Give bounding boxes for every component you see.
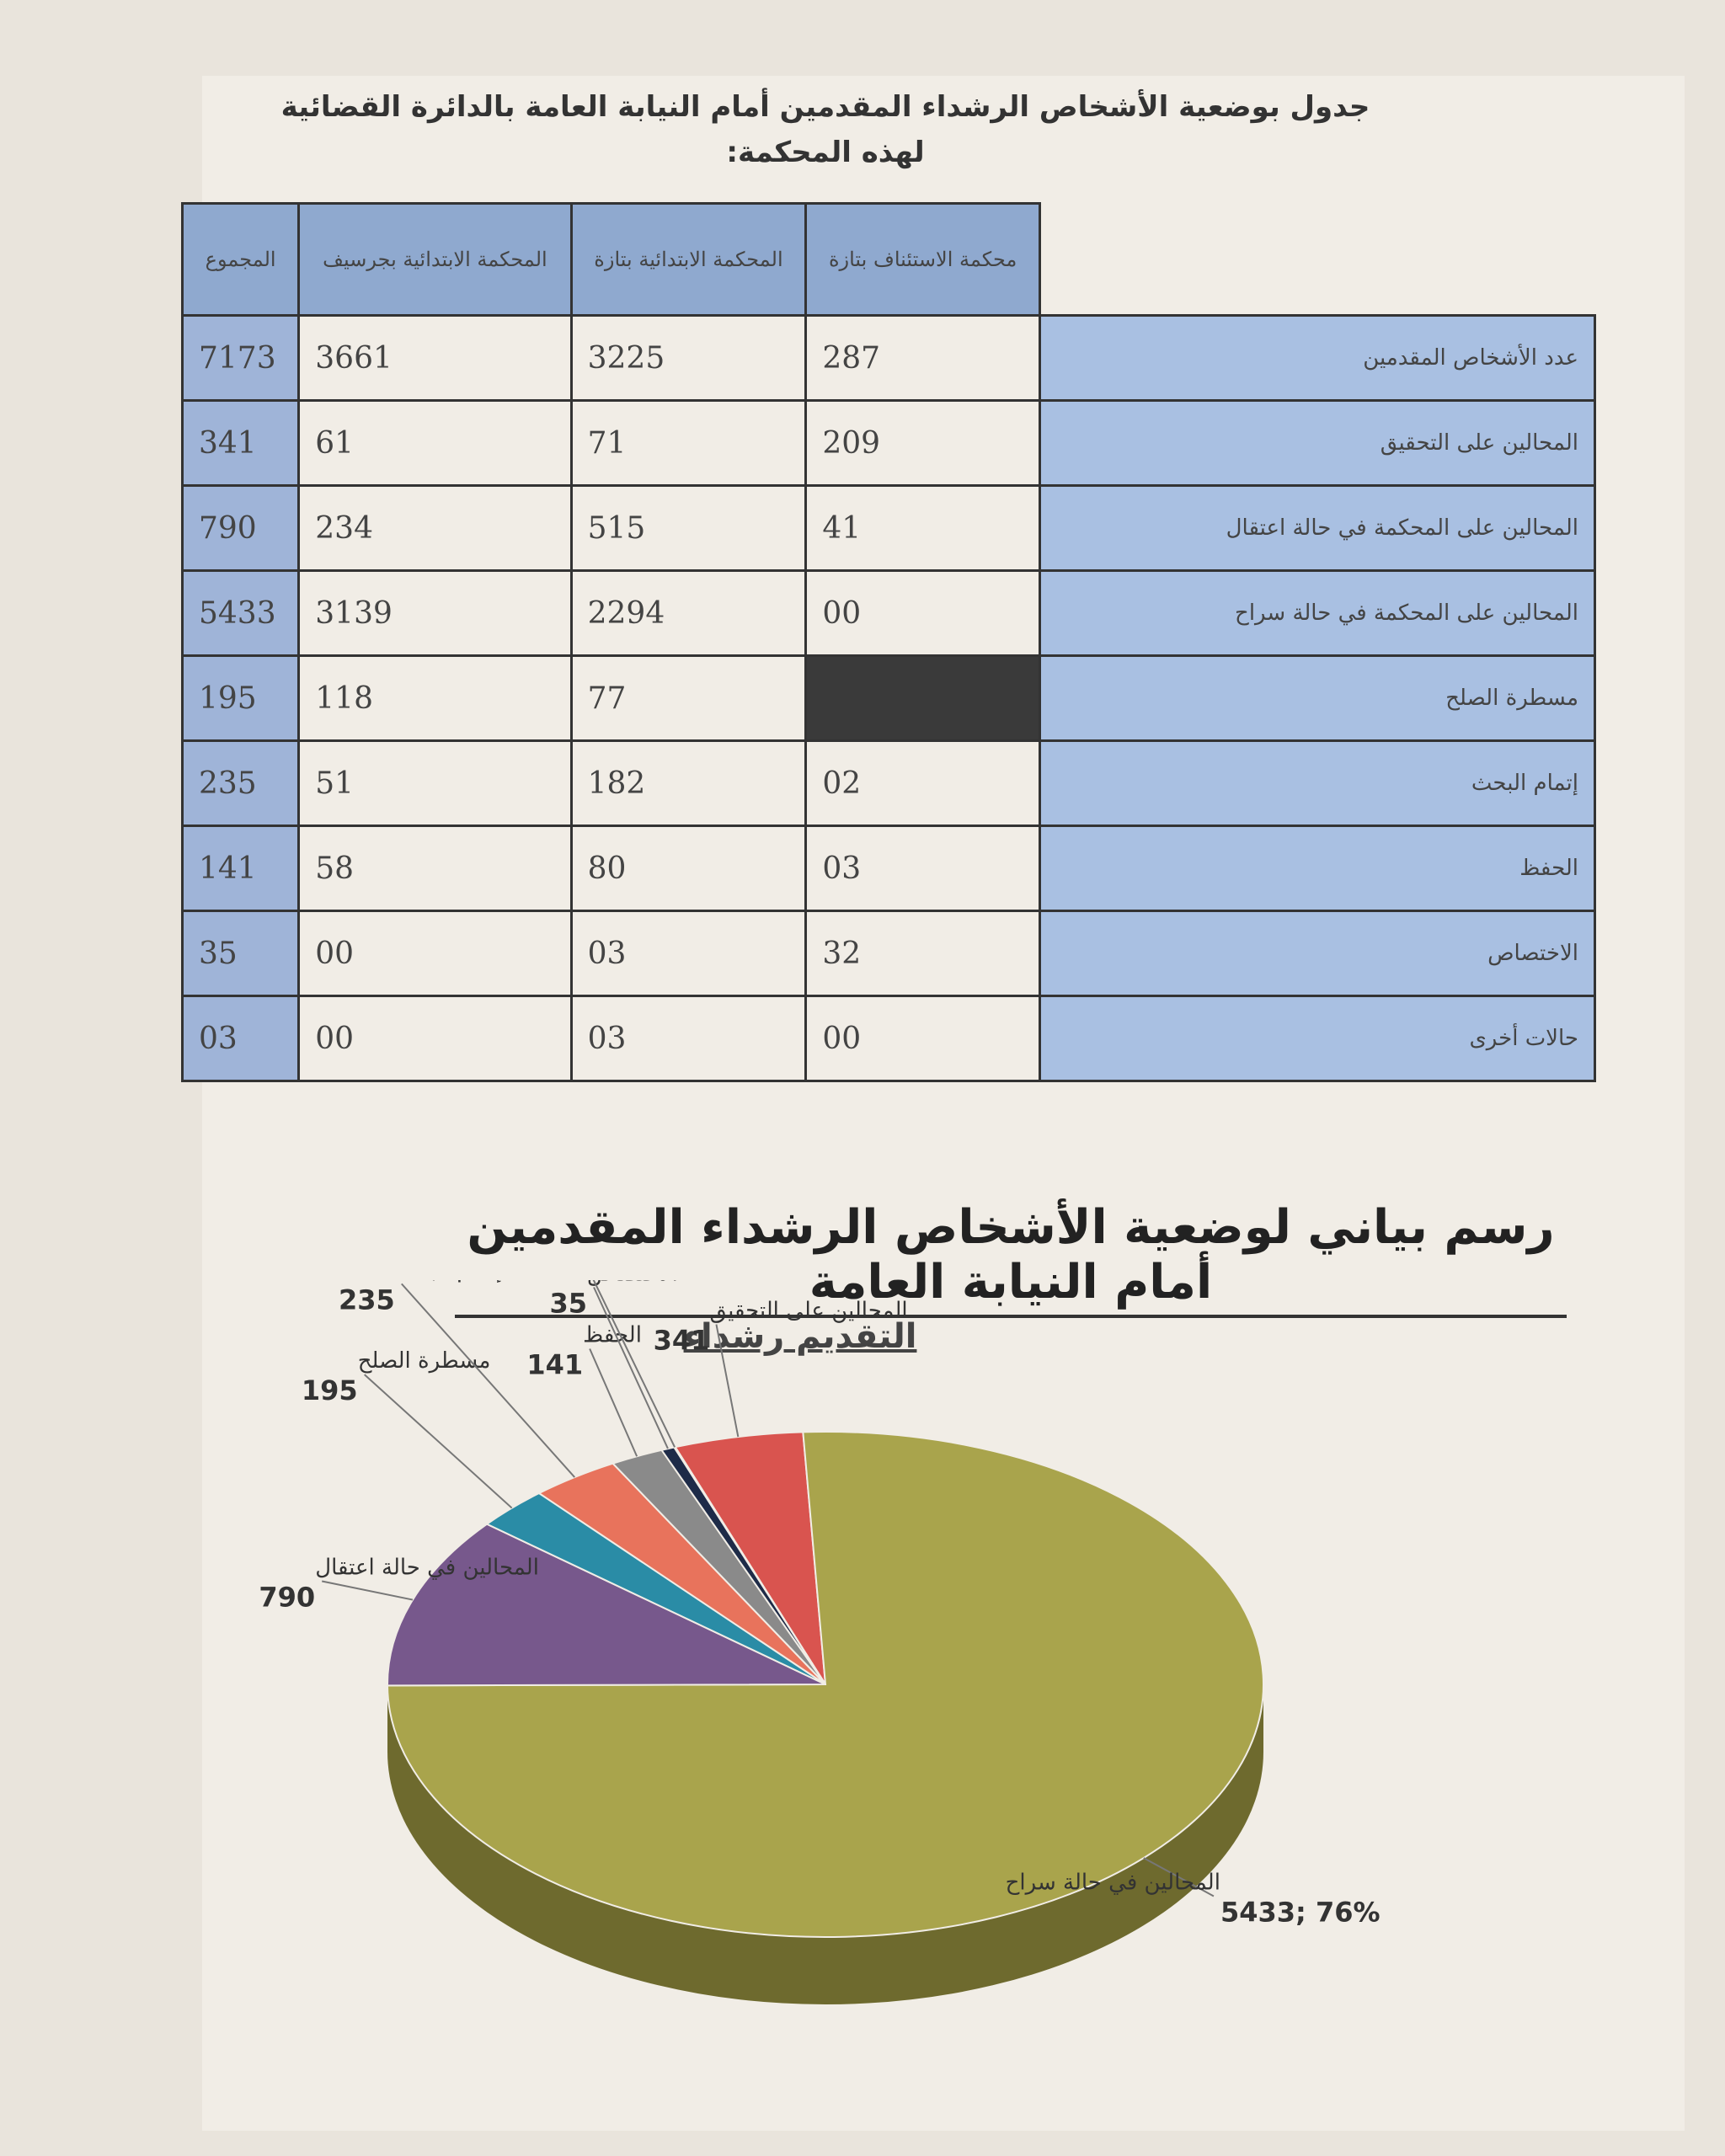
row-label: المحالين على المحكمة في حالة سراح — [1039, 569, 1596, 657]
table-title: جدول بوضعية الأشخاص الرشداء المقدمين أما… — [280, 90, 1370, 170]
table-cell: 235 — [180, 739, 301, 827]
leader-line — [1143, 1857, 1215, 1897]
table-row: حالات أخرى 00 03 00 03 — [180, 995, 1596, 1082]
table-cell: 77 — [569, 654, 808, 742]
row-label: المحالين على المحكمة في حالة اعتقال — [1039, 484, 1596, 572]
table-row: المحالين على المحكمة في حالة سراح 00 2294 3… — [180, 569, 1596, 657]
value-label: 195 — [302, 1374, 358, 1406]
table-cell: 7173 — [180, 314, 301, 402]
value-label: 235 — [339, 1283, 395, 1315]
label-name: مسطرة الصلح — [358, 1348, 491, 1374]
table-cell: 195 — [180, 654, 301, 742]
row-label: حالات أخرى — [1039, 995, 1596, 1082]
leader-line — [401, 1283, 575, 1478]
table-cell: 234 — [297, 484, 573, 572]
leader-line — [364, 1374, 513, 1509]
table-cell: 71 — [569, 399, 808, 487]
table-cell: 209 — [804, 399, 1041, 487]
table-row: المحالين على المحكمة في حالة اعتقال 41 515… — [180, 484, 1596, 572]
table-cell: 02 — [804, 739, 1041, 827]
table-cell: 5433 — [180, 569, 301, 657]
table-cell — [804, 654, 1041, 742]
value-label: 790 — [259, 1581, 315, 1613]
row-label: إتمام البحث — [1039, 739, 1596, 827]
chart-title: التقديم رشداء — [684, 1317, 917, 1356]
table-cell: 32 — [804, 910, 1041, 997]
row-label: المحالين على التحقيق — [1039, 399, 1596, 487]
table-cell: 35 — [180, 910, 301, 997]
table-cell: 287 — [804, 314, 1041, 402]
table-row: إتمام البحث 02 182 51 235 — [180, 739, 1596, 827]
table-cell: 3225 — [569, 314, 808, 402]
table-row: المحالين على التحقيق 209 71 61 341 — [180, 399, 1596, 487]
label-name: المحالين في حالة سراح — [1006, 1870, 1220, 1895]
table-cell: 00 — [297, 995, 573, 1082]
label-name: المحالين في حالة اعتقال — [315, 1555, 539, 1580]
header-cell: المجموع — [180, 202, 301, 317]
table-cell: 3661 — [297, 314, 573, 402]
table-cell: 141 — [180, 825, 301, 912]
table-cell: 515 — [569, 484, 808, 572]
table-cell: 61 — [297, 399, 573, 487]
label-name: المحالين على التحقيق — [709, 1299, 907, 1324]
value-label: 141 — [526, 1349, 583, 1381]
table-cell: 41 — [804, 484, 1041, 572]
data-label: إتمام البحث235 — [339, 1280, 502, 1315]
header-row: محكمة الاستئناف بتازة المحكمة الابتدائية … — [180, 202, 1595, 317]
value-label: 341 — [654, 1325, 710, 1357]
table-cell: 51 — [297, 739, 573, 827]
table-cell: 790 — [180, 484, 301, 572]
chart: التقديم رشداء المحالين على التحقيق341الم… — [259, 1280, 1381, 2004]
leader-line — [592, 1280, 676, 1448]
leader-line — [322, 1580, 414, 1601]
value-label: 5433; 76% — [1220, 1896, 1381, 1928]
table-cell: 00 — [804, 569, 1041, 657]
table-cell: 00 — [297, 910, 573, 997]
header-cell — [1039, 203, 1595, 317]
value-label: 35 — [550, 1288, 588, 1320]
table: محكمة الاستئناف بتازة المحكمة الابتدائية … — [180, 202, 1596, 1082]
header-cell: المحكمة الابتدائية بجرسيف — [297, 202, 573, 317]
table-row: الاختصاص 32 03 00 35 — [180, 910, 1596, 997]
row-label: عدد الأشخاص المقدمين — [1039, 314, 1596, 402]
table-row: الحفظ 03 80 58 141 — [180, 825, 1596, 912]
chart-heading: رسم بياني لوضعية الأشخاص الرشداء المقدمي… — [455, 1200, 1567, 1318]
row-label: مسطرة الصلح — [1039, 654, 1596, 742]
table-cell: 2294 — [569, 569, 808, 657]
row-label: الحفظ — [1039, 825, 1596, 912]
table-row: مسطرة الصلح 77 118 195 — [180, 654, 1596, 742]
table-cell: 03 — [569, 910, 808, 997]
leader-line — [589, 1348, 638, 1457]
table-cell: 03 — [569, 995, 808, 1082]
header-cell: محكمة الاستئناف بتازة — [804, 202, 1041, 317]
leader-line — [593, 1287, 669, 1449]
table-cell: 341 — [180, 399, 301, 487]
table-cell: 03 — [804, 825, 1041, 912]
table-cell: 3139 — [297, 569, 573, 657]
table-cell: 80 — [569, 825, 808, 912]
header-cell: المحكمة الابتدائية بتازة — [569, 202, 808, 317]
table-cell: 00 — [804, 995, 1041, 1082]
pie-slice — [387, 1523, 826, 1687]
table-cell: 58 — [297, 825, 573, 912]
table-cell: 182 — [569, 739, 808, 827]
label-name: الاختصاص — [587, 1280, 678, 1287]
leader-line — [715, 1324, 740, 1438]
row-label: الاختصاص — [1039, 910, 1596, 997]
table-cell: 03 — [180, 995, 301, 1082]
pie-slice — [674, 1431, 826, 1685]
table-row: عدد الأشخاص المقدمين 287 3225 3661 7173 — [180, 314, 1596, 402]
label-name: إتمام البحث — [395, 1280, 502, 1283]
data-label: الاختصاص35 — [550, 1280, 678, 1320]
table-cell: 118 — [297, 654, 573, 742]
